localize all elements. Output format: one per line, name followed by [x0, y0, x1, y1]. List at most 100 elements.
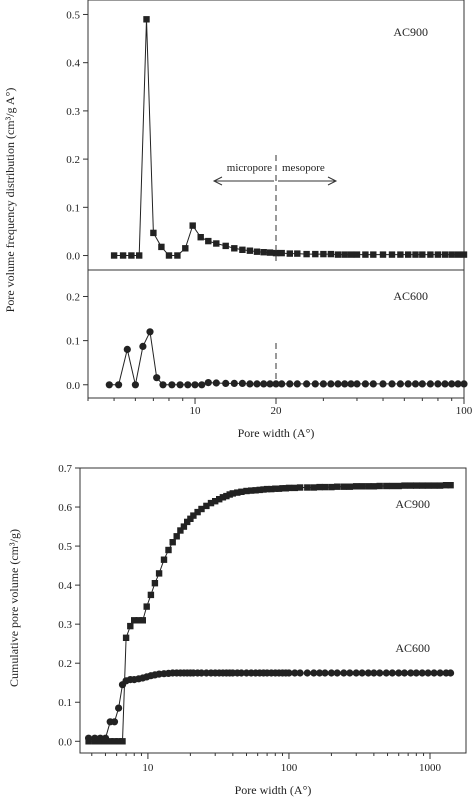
ac600-point [272, 380, 280, 388]
bottom-ac600-point [352, 669, 360, 677]
bottom-ac600-point [340, 669, 348, 677]
ac900-point [222, 242, 229, 250]
ac900-point [320, 250, 327, 258]
ac600-point [334, 380, 342, 388]
bottom-y-tick-label: 0.4 [58, 580, 72, 592]
ac600-point [388, 380, 396, 388]
bottom-y-axis-label: Cumulative pore volume (cm³/g) [7, 529, 21, 687]
ac600-line [109, 330, 464, 386]
ac900-point [419, 251, 426, 258]
bottom-y-tick-label: 0.1 [58, 697, 72, 709]
ac900-y-tick-label: 0.5 [66, 9, 80, 21]
bottom-ac900-point [358, 483, 366, 490]
bottom-ac900-point [122, 634, 130, 641]
bottom-ac900-point [165, 546, 172, 554]
bottom-ac900-line [88, 484, 451, 742]
ac900-y-tick-label: 0.3 [66, 106, 80, 118]
ac900-point [128, 252, 135, 259]
ac900-point [294, 250, 301, 257]
ac600-panel: 0.0 0.1 0.2 AC600 [66, 269, 468, 399]
ac900-point [165, 252, 173, 259]
ac600-point [246, 380, 254, 388]
pore-range-arrows [212, 176, 338, 186]
bottom-ac900-point [252, 487, 259, 494]
ac900-point [278, 249, 285, 257]
bottom-ac900-point [248, 487, 255, 494]
ac600-point [176, 381, 184, 389]
ac900-point [347, 251, 355, 258]
ac600-point [123, 345, 131, 353]
bottom-ac600-point [364, 669, 372, 677]
bottom-ac600-point [418, 669, 426, 677]
top-x-axis-label: Pore width (A°) [238, 426, 315, 440]
bottom-ac900-point [263, 485, 271, 493]
ac600-point [198, 381, 206, 389]
ac900-point [312, 250, 319, 258]
bottom-ac900-point [334, 483, 341, 490]
ac900-point [448, 251, 455, 258]
ac900-point [158, 243, 165, 251]
ac900-point [119, 252, 127, 259]
ac900-point [150, 229, 157, 237]
bottom-ac600-point [85, 734, 93, 742]
bottom-ac900-point [279, 485, 286, 492]
bottom-ac900-point [447, 482, 454, 489]
bottom-ac600-point [346, 669, 354, 677]
ac600-point [278, 380, 286, 388]
ac600-point [139, 342, 147, 350]
bottom-ac600-point [291, 669, 299, 677]
bottom-ac600-point [303, 669, 311, 677]
ac900-point [388, 251, 396, 258]
ac900-point [136, 252, 143, 259]
ac600-point [434, 380, 442, 388]
bottom-ac900-point [143, 603, 150, 610]
bottom-ac900-point [194, 508, 201, 516]
bottom-ac900-point [180, 523, 188, 530]
bottom-ac600-point [407, 669, 415, 677]
bottom-ac900-point [304, 484, 311, 491]
bottom-ac600-point [237, 669, 245, 677]
top-chart: 0.0 0.1 0.2 0.3 0.4 0.5 AC900 micropore mesop… [3, 0, 473, 440]
bottom-ac900-point [383, 482, 390, 490]
bottom-ac900-point [119, 738, 126, 745]
bottom-ac900-point [395, 482, 402, 490]
bottom-ac900-point [353, 483, 360, 490]
ac900-point [189, 222, 196, 229]
ac600-point [353, 380, 361, 388]
ac600-point [396, 380, 404, 388]
top-x-tick-label: 10 [190, 405, 202, 417]
ac600-point [311, 380, 319, 388]
ac600-point [168, 381, 176, 389]
ac900-point [260, 249, 267, 256]
ac900-point [110, 252, 118, 259]
bottom-ac900-point [436, 482, 444, 489]
bottom-ac600-point [376, 669, 384, 677]
ac900-point [246, 247, 254, 254]
bottom-ac900-point [169, 539, 176, 546]
bottom-chart: 0.0 0.1 0.2 0.3 0.4 0.5 0.6 0.7 10 100 1000 AC900… [7, 463, 467, 797]
ac600-point [327, 380, 335, 388]
bottom-ac600-point [395, 669, 403, 677]
bottom-ac900-point [135, 617, 142, 624]
ac600-point [238, 379, 246, 387]
ac900-point [253, 248, 261, 255]
bottom-ac900-point [139, 617, 146, 624]
bottom-ac600-point [321, 669, 329, 677]
ac600-point [286, 380, 294, 388]
ac600-point [159, 381, 167, 389]
ac900-point [272, 249, 280, 257]
ac900-point [397, 251, 404, 258]
bottom-ac900-point [147, 591, 155, 599]
bottom-ac900-point [424, 482, 432, 489]
ac600-point [253, 380, 261, 388]
ac900-point [362, 251, 369, 258]
bottom-ac600-point [400, 669, 409, 677]
top-x-axis: 10 20 100 [87, 398, 473, 417]
ac600-point [260, 380, 268, 388]
bottom-ac600-point [358, 669, 366, 677]
bottom-x-tick-label: 10 [142, 762, 154, 774]
ac900-point [334, 251, 342, 258]
bottom-ac900-point [413, 482, 420, 489]
ac600-point [448, 380, 456, 388]
ac600-point [418, 380, 426, 388]
